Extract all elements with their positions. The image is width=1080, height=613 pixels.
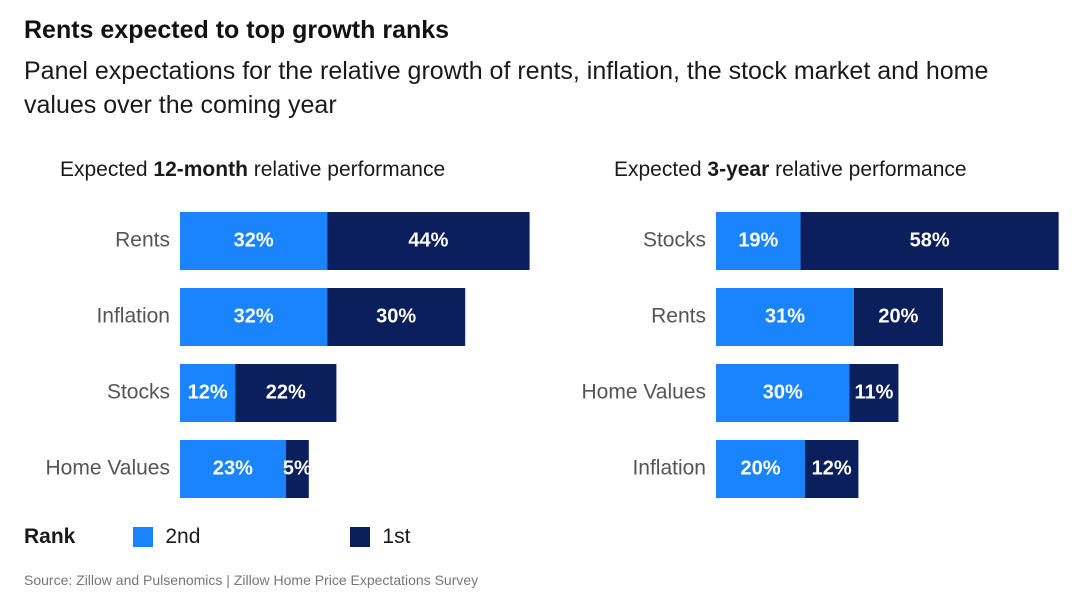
chart-3-year-heading: Expected 3-year relative performance <box>614 158 967 181</box>
bar-inflation-1st <box>805 440 859 498</box>
legend-item-2nd: 2nd <box>133 525 200 549</box>
data-label-stocks-2nd: 19% <box>738 229 778 251</box>
category-label-rents: Rents <box>115 229 170 252</box>
chart-12-month-plot: Rents 32% 44% Inflation 32% 30% Stocks 12% 22% Ho… <box>45 212 530 498</box>
data-label-inflation-2nd: 20% <box>740 457 780 479</box>
chart-3-year: Expected 3-year relative performance Sto… <box>540 150 1080 510</box>
bar-rents-1st <box>327 212 530 270</box>
category-label-home-values: Home Values <box>581 381 706 404</box>
data-label-home-values-1st: 5% <box>283 457 312 479</box>
bar-stocks-2nd <box>180 364 236 422</box>
bar-rents-2nd <box>716 288 854 346</box>
data-label-rents-2nd: 31% <box>765 305 805 327</box>
category-label-inflation: Inflation <box>96 305 170 328</box>
bar-stocks-2nd <box>716 212 801 270</box>
data-label-inflation-1st: 30% <box>376 305 416 327</box>
chart-subtitle: Panel expectations for the relative grow… <box>24 57 989 119</box>
bar-stocks-1st <box>235 364 337 422</box>
bar-stocks-1st <box>800 212 1059 270</box>
data-label-inflation-2nd: 32% <box>234 305 274 327</box>
legend-title: Rank <box>24 525 76 548</box>
bar-rents-2nd <box>180 212 328 270</box>
chart-title: Rents expected to top growth ranks <box>24 16 450 44</box>
bar-inflation-1st <box>327 288 466 346</box>
legend-swatch-2nd <box>133 527 154 547</box>
category-label-stocks: Stocks <box>107 381 170 404</box>
category-label-stocks: Stocks <box>643 229 706 252</box>
legend-label-2nd: 2nd <box>165 525 201 548</box>
bar-inflation-2nd <box>180 288 328 346</box>
legend: Rank 2nd 1st <box>24 522 560 552</box>
data-label-stocks-2nd: 12% <box>188 381 228 403</box>
data-label-home-values-1st: 11% <box>855 381 894 403</box>
data-label-stocks-1st: 22% <box>266 381 306 403</box>
bar-rents-1st <box>853 288 943 346</box>
source-note: Source: Zillow and Pulsenomics | Zillow … <box>24 572 479 588</box>
data-label-rents-1st: 20% <box>878 305 918 327</box>
chart-3-year-plot: Stocks 19% 58% Rents 31% 20% Home Values 30% 11%… <box>581 212 1059 498</box>
data-label-rents-1st: 44% <box>408 229 448 251</box>
bar-home-values-2nd <box>716 364 850 422</box>
bar-home-values-1st <box>285 440 309 498</box>
chart-12-month: Expected 12-month relative performance R… <box>0 150 540 510</box>
data-label-rents-2nd: 32% <box>234 229 274 251</box>
data-label-stocks-1st: 58% <box>910 229 950 251</box>
bar-inflation-2nd <box>716 440 805 498</box>
data-label-inflation-1st: 12% <box>812 457 852 479</box>
chart-12-month-heading: Expected 12-month relative performance <box>60 158 446 181</box>
category-label-home-values: Home Values <box>45 457 170 480</box>
category-label-inflation: Inflation <box>632 457 706 480</box>
legend-item-1st: 1st <box>350 525 410 549</box>
legend-label-1st: 1st <box>382 525 411 548</box>
data-label-home-values-2nd: 30% <box>763 381 803 403</box>
category-label-rents: Rents <box>651 305 706 328</box>
bar-home-values-1st <box>849 364 899 422</box>
data-label-home-values-2nd: 23% <box>213 457 253 479</box>
bar-home-values-2nd <box>180 440 286 498</box>
legend-swatch-1st <box>350 527 371 547</box>
